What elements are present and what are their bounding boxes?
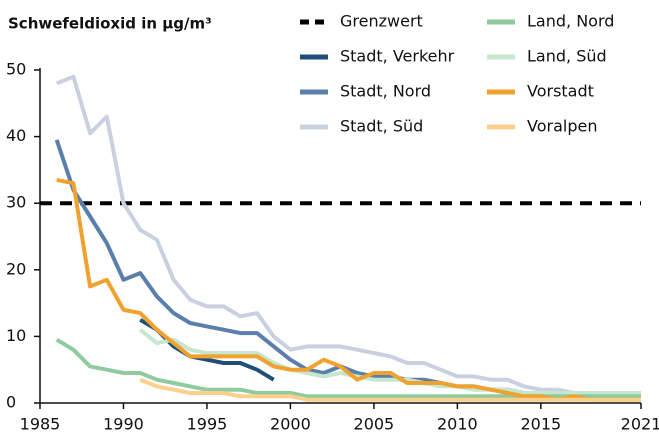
legend-label: Vorstadt [527, 82, 594, 101]
series-line [55, 74, 641, 395]
x-tick-label: 2021 [621, 415, 659, 434]
series-line [139, 318, 275, 382]
legend-label: Stadt, Süd [340, 117, 423, 136]
y-tick-label: 50 [6, 60, 26, 79]
legend-label: Land, Nord [527, 12, 614, 31]
series-line [139, 377, 641, 402]
chart-title: Schwefeldioxid in µg/m³ [8, 15, 212, 33]
legend-label: Stadt, Nord [340, 82, 431, 101]
series-line [54, 139, 641, 399]
y-tick-label: 40 [6, 126, 26, 145]
x-tick-label: 2005 [354, 415, 395, 434]
series-line [138, 328, 641, 395]
y-tick-label: 30 [6, 193, 26, 212]
legend-label: Voralpen [527, 117, 597, 136]
x-tick-label: 1985 [20, 415, 61, 434]
x-tick-label: 1995 [187, 415, 228, 434]
x-tick-label: 1990 [103, 415, 144, 434]
legend-label: Land, Süd [527, 47, 607, 66]
y-tick-label: 20 [6, 259, 26, 278]
x-tick-label: 2015 [520, 415, 561, 434]
y-tick-label: 0 [6, 393, 16, 412]
x-tick-label: 2000 [270, 415, 311, 434]
legend-label: Grenzwert [340, 12, 423, 31]
y-tick-label: 10 [6, 326, 26, 345]
legend-label: Stadt, Verkehr [340, 47, 455, 66]
x-tick-label: 2010 [437, 415, 478, 434]
series-line [56, 177, 641, 402]
